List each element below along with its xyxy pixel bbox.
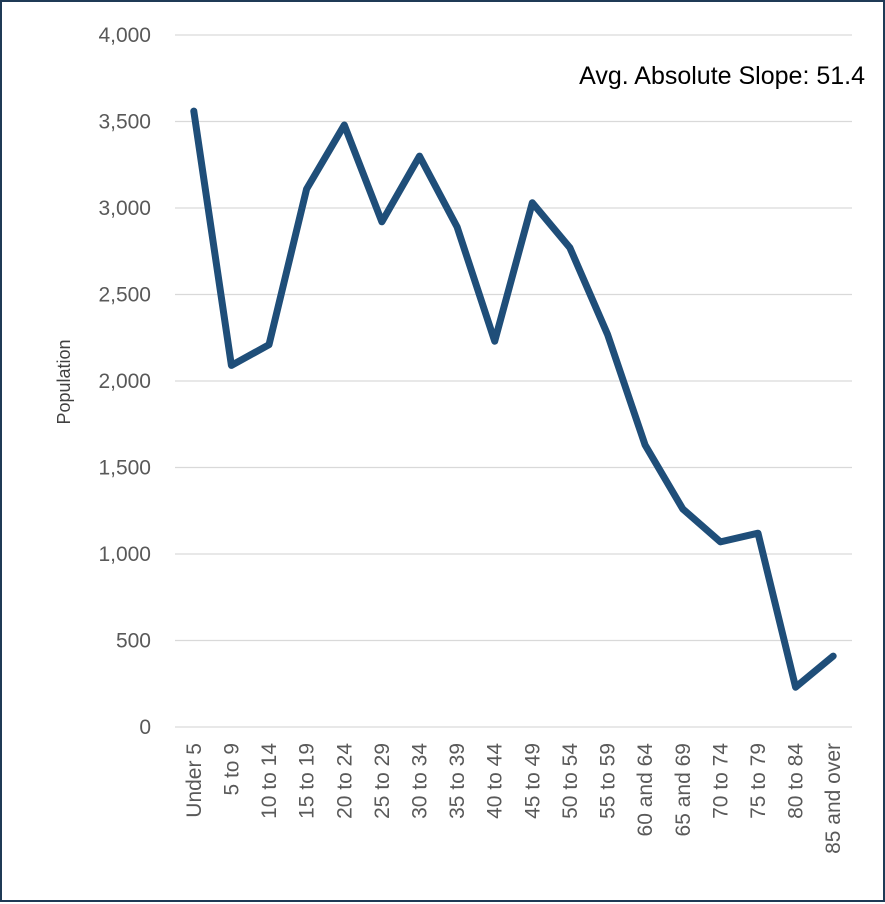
data-point — [491, 338, 498, 345]
x-tick-label: 60 and 64 — [634, 743, 657, 837]
data-point — [754, 530, 761, 537]
x-tick-label: 10 to 14 — [258, 743, 281, 819]
data-point — [679, 506, 686, 513]
data-point — [454, 224, 461, 231]
x-tick-label: 15 to 19 — [296, 743, 319, 819]
x-tick-label: 35 to 39 — [446, 743, 469, 819]
y-tick-label: 1,000 — [98, 543, 151, 566]
series-layer — [190, 107, 837, 691]
gridlines — [175, 34, 852, 728]
data-point — [228, 362, 235, 369]
y-tick-label: 0 — [139, 716, 151, 739]
x-axis-ticks: Under 5 5 to 9 10 to 14 15 to 19 20 to 24 25 … — [183, 743, 845, 854]
x-tick-label: 25 to 29 — [371, 743, 394, 819]
x-tick-label: 50 to 54 — [559, 743, 582, 819]
data-point — [830, 653, 837, 660]
y-tick-label: 3,500 — [98, 111, 151, 134]
data-point — [341, 121, 348, 128]
y-tick-label: 1,500 — [98, 457, 151, 480]
y-tick-label: 500 — [116, 630, 151, 653]
y-axis-title: Population — [54, 339, 74, 424]
x-tick-label: 55 to 59 — [597, 743, 620, 819]
data-point — [266, 341, 273, 348]
data-point — [303, 185, 310, 192]
data-point — [190, 108, 197, 115]
x-tick-label: 80 to 84 — [785, 743, 808, 819]
y-tick-label: 2,500 — [98, 284, 151, 307]
data-point — [416, 153, 423, 160]
x-tick-label: 85 and over — [822, 743, 845, 854]
data-point — [566, 244, 573, 251]
x-tick-label: 70 to 74 — [709, 743, 732, 819]
data-point — [604, 331, 611, 338]
x-tick-label: 20 to 24 — [333, 743, 356, 819]
data-point — [717, 538, 724, 545]
y-tick-label: 3,000 — [98, 197, 151, 220]
data-point — [529, 199, 536, 206]
x-tick-label: 45 to 49 — [521, 743, 544, 819]
data-point — [642, 442, 649, 449]
x-tick-label: 75 to 79 — [747, 743, 770, 819]
slope-annotation: Avg. Absolute Slope: 51.4 — [579, 62, 865, 90]
y-tick-label: 2,000 — [98, 370, 151, 393]
data-point — [792, 684, 799, 691]
x-tick-label: 40 to 44 — [484, 743, 507, 819]
x-tick-label: Under 5 — [183, 743, 206, 818]
y-tick-label: 4,000 — [98, 24, 151, 47]
data-point — [378, 218, 385, 225]
x-tick-label: 65 and 69 — [672, 743, 695, 836]
x-tick-label: 30 to 34 — [408, 743, 431, 819]
x-tick-label: 5 to 9 — [220, 743, 243, 796]
series-line — [190, 107, 837, 691]
y-axis-ticks: 0 500 1,000 1,500 2,000 2,500 3,000 3,500 4,000 — [98, 24, 151, 739]
